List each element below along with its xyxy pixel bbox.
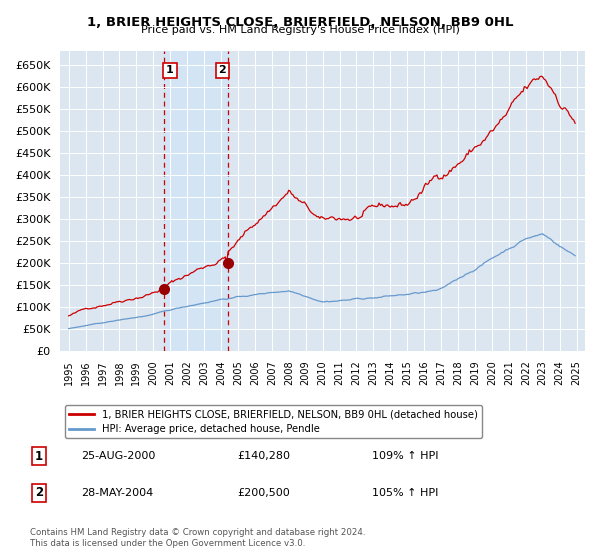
Text: 2: 2 bbox=[218, 66, 226, 76]
Text: Price paid vs. HM Land Registry's House Price Index (HPI): Price paid vs. HM Land Registry's House … bbox=[140, 25, 460, 35]
Text: £200,500: £200,500 bbox=[237, 488, 290, 498]
Text: 1, BRIER HEIGHTS CLOSE, BRIERFIELD, NELSON, BB9 0HL: 1, BRIER HEIGHTS CLOSE, BRIERFIELD, NELS… bbox=[87, 16, 513, 29]
Text: 2: 2 bbox=[35, 486, 43, 500]
Text: £140,280: £140,280 bbox=[237, 451, 290, 461]
Text: 105% ↑ HPI: 105% ↑ HPI bbox=[372, 488, 439, 498]
Text: 28-MAY-2004: 28-MAY-2004 bbox=[81, 488, 153, 498]
Legend: 1, BRIER HEIGHTS CLOSE, BRIERFIELD, NELSON, BB9 0HL (detached house), HPI: Avera: 1, BRIER HEIGHTS CLOSE, BRIERFIELD, NELS… bbox=[65, 405, 482, 438]
Text: 25-AUG-2000: 25-AUG-2000 bbox=[81, 451, 155, 461]
Text: 1: 1 bbox=[35, 450, 43, 463]
Bar bbox=[164, 52, 228, 351]
Text: Contains HM Land Registry data © Crown copyright and database right 2024.
This d: Contains HM Land Registry data © Crown c… bbox=[30, 528, 365, 548]
Text: 109% ↑ HPI: 109% ↑ HPI bbox=[372, 451, 439, 461]
Text: 1: 1 bbox=[166, 66, 174, 76]
